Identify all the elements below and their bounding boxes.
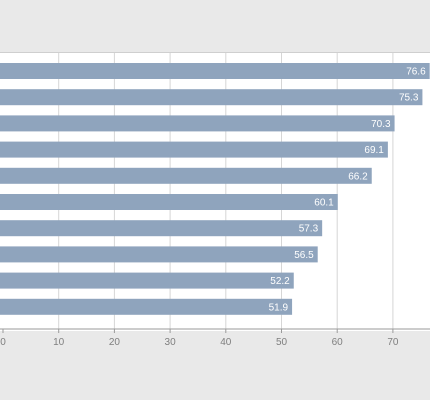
bar-0 <box>0 63 430 79</box>
bar-value-label-2: 70.3 <box>371 119 391 130</box>
x-tick-label-4: 40 <box>220 337 232 348</box>
x-tick-label-2: 20 <box>109 337 121 348</box>
x-tick-label-6: 60 <box>332 337 344 348</box>
bar-2 <box>0 115 395 132</box>
bar-5 <box>0 194 338 210</box>
bar-6 <box>0 220 323 237</box>
bar-9 <box>0 298 293 315</box>
bar-value-label-3: 69.1 <box>364 145 384 156</box>
bar-value-label-6: 57.3 <box>299 224 319 235</box>
bar-4 <box>0 167 372 184</box>
bar-value-label-0: 76.6 <box>406 67 426 78</box>
bar-value-label-1: 75.3 <box>399 93 419 104</box>
bar-7 <box>0 246 318 263</box>
bar-value-label-5: 60.1 <box>314 198 334 209</box>
bar-1 <box>0 89 423 106</box>
bar-3 <box>0 141 388 158</box>
x-tick-label-5: 50 <box>276 337 288 348</box>
bar-value-label-4: 66.2 <box>348 171 368 182</box>
x-tick-label-3: 30 <box>165 337 177 348</box>
bar-value-label-7: 56.5 <box>294 250 314 261</box>
x-tick-label-7: 70 <box>387 337 399 348</box>
bar-value-label-9: 51.9 <box>269 302 289 313</box>
bar-8 <box>0 272 294 289</box>
x-tick-label-0: 0 <box>0 337 6 348</box>
x-tick-label-1: 10 <box>53 337 65 348</box>
bar-value-label-8: 52.2 <box>270 276 290 287</box>
